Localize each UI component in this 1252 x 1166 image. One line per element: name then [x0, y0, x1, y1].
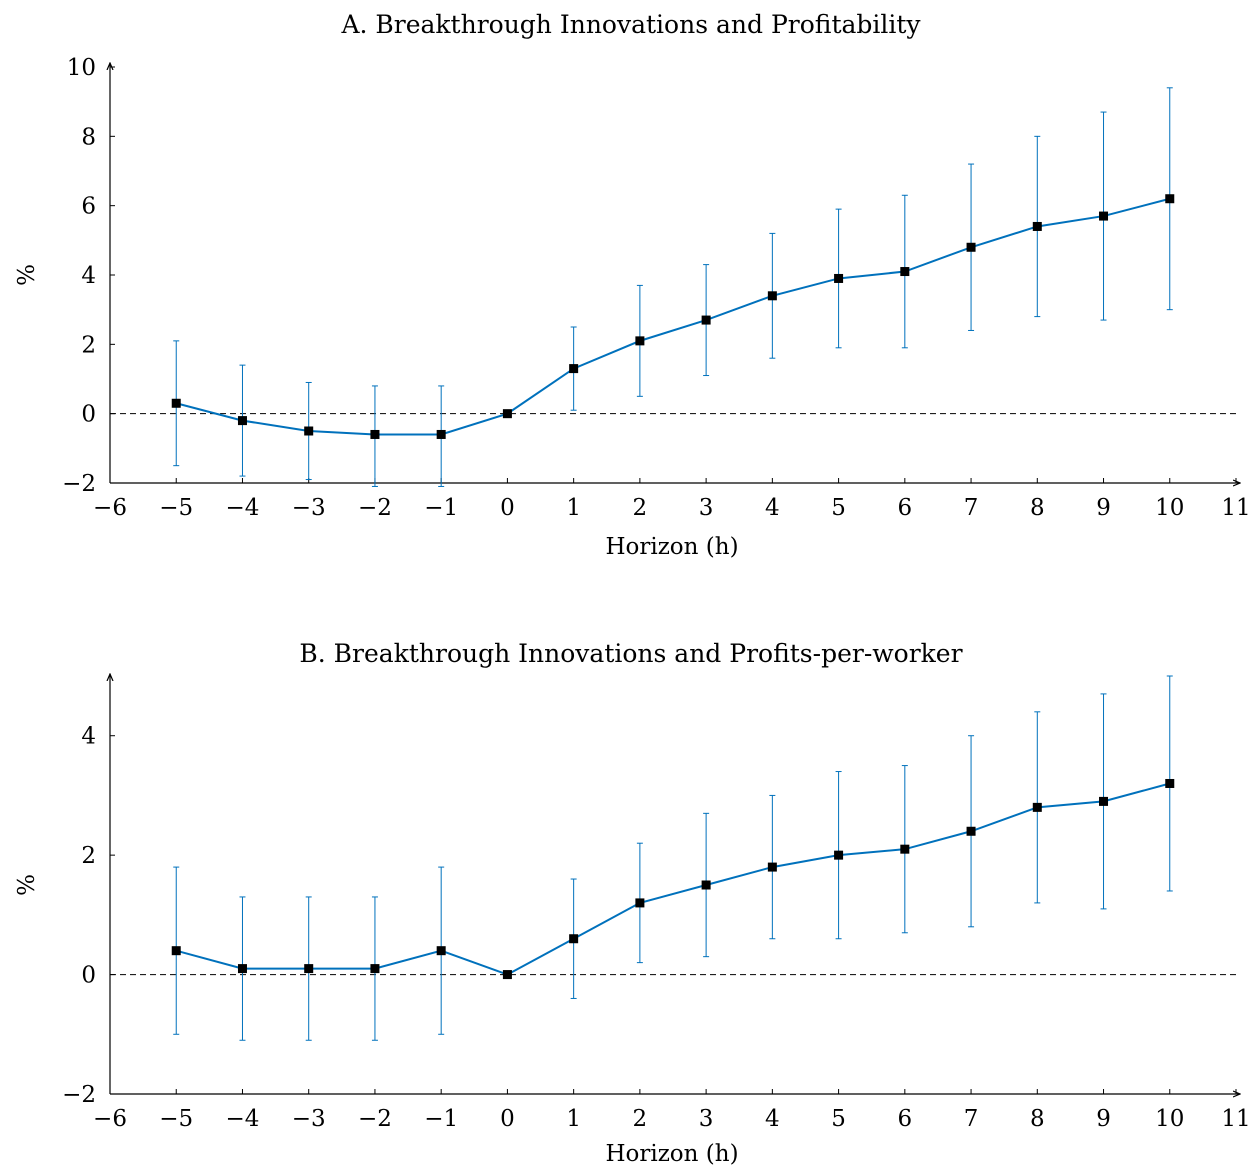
data-point-marker [569, 934, 579, 944]
series-line [175, 782, 1171, 976]
data-point-marker [1032, 221, 1042, 231]
data-point-marker [834, 273, 844, 283]
y-tick-label: −2 [62, 471, 96, 497]
data-point-marker [900, 267, 910, 277]
data-point-marker [701, 315, 711, 325]
data-point-marker [436, 946, 446, 956]
x-tick-label: −1 [424, 495, 458, 521]
x-tick-label: 10 [1155, 1106, 1184, 1132]
y-tick-label: 2 [81, 843, 96, 869]
x-tick-label: −2 [358, 1106, 392, 1132]
x-tick-label: −1 [424, 1106, 458, 1132]
y-axis-label: % [14, 264, 40, 286]
x-tick-label: 2 [633, 1106, 648, 1132]
data-point-marker [304, 426, 314, 436]
x-tick-label: 5 [831, 495, 846, 521]
data-point-marker [834, 850, 844, 860]
data-point-marker [701, 880, 711, 890]
series-line [175, 197, 1171, 436]
x-tick-label: −3 [292, 495, 326, 521]
y-tick-label: 6 [81, 194, 96, 220]
data-point-marker [1032, 802, 1042, 812]
x-tick-label: 7 [964, 1106, 979, 1132]
x-tick-label: 3 [699, 495, 714, 521]
panel-b: B. Breakthrough Innovations and Profits-… [14, 639, 1251, 1166]
x-tick-label: 4 [765, 495, 780, 521]
x-tick-label: 2 [633, 495, 648, 521]
data-point-marker [1165, 778, 1175, 788]
x-tick-label: 0 [500, 495, 515, 521]
data-point-marker [304, 964, 314, 974]
x-tick-label: 6 [898, 1106, 913, 1132]
panel-title: B. Breakthrough Innovations and Profits-… [299, 639, 962, 668]
data-point-marker [237, 416, 247, 426]
panel-title: A. Breakthrough Innovations and Profitab… [340, 10, 921, 39]
data-point-marker [1099, 211, 1109, 221]
x-tick-label: 3 [699, 1106, 714, 1132]
panel-a: A. Breakthrough Innovations and Profitab… [14, 10, 1251, 560]
x-tick-label: 11 [1221, 495, 1250, 521]
data-point-marker [900, 844, 910, 854]
data-point-marker [635, 898, 645, 908]
y-tick-label: −2 [62, 1082, 96, 1108]
x-tick-label: −6 [93, 495, 127, 521]
x-tick-label: 7 [964, 495, 979, 521]
x-tick-label: 9 [1096, 495, 1111, 521]
x-tick-label: 1 [566, 1106, 581, 1132]
y-tick-label: 4 [81, 724, 96, 750]
x-tick-label: −5 [159, 1106, 193, 1132]
data-point-marker [966, 826, 976, 836]
x-tick-label: 8 [1030, 495, 1045, 521]
data-point-marker [1165, 194, 1175, 204]
x-tick-label: −3 [292, 1106, 326, 1132]
data-point-marker [635, 336, 645, 346]
y-tick-label: 0 [81, 963, 96, 989]
data-point-marker [1099, 796, 1109, 806]
data-point-marker [569, 364, 579, 374]
x-axis-label: Horizon (h) [605, 534, 738, 560]
data-point-marker [171, 946, 181, 956]
data-point-marker [370, 429, 380, 439]
y-tick-label: 0 [81, 402, 96, 428]
data-point-marker [370, 964, 380, 974]
data-point-marker [767, 862, 777, 872]
x-tick-label: 5 [831, 1106, 846, 1132]
x-axis-label: Horizon (h) [605, 1141, 738, 1166]
data-point-marker [767, 291, 777, 301]
x-tick-label: 9 [1096, 1106, 1111, 1132]
data-point-marker [966, 242, 976, 252]
y-tick-label: 4 [81, 263, 96, 289]
y-tick-label: 2 [81, 332, 96, 358]
data-point-marker [237, 964, 247, 974]
y-tick-label: 10 [67, 55, 96, 81]
x-tick-label: −4 [226, 495, 260, 521]
data-point-marker [436, 429, 446, 439]
y-axis-label: % [14, 874, 40, 896]
x-tick-label: 4 [765, 1106, 780, 1132]
x-tick-label: 8 [1030, 1106, 1045, 1132]
x-tick-label: −5 [159, 495, 193, 521]
data-point-marker [502, 409, 512, 419]
x-tick-label: 11 [1221, 1106, 1250, 1132]
x-tick-label: −6 [93, 1106, 127, 1132]
data-point-marker [502, 970, 512, 980]
x-tick-label: −2 [358, 495, 392, 521]
x-tick-label: 0 [500, 1106, 515, 1132]
x-tick-label: 1 [566, 495, 581, 521]
x-tick-label: 10 [1155, 495, 1184, 521]
x-tick-label: 6 [898, 495, 913, 521]
x-tick-label: −4 [226, 1106, 260, 1132]
data-point-marker [171, 398, 181, 408]
y-tick-label: 8 [81, 124, 96, 150]
